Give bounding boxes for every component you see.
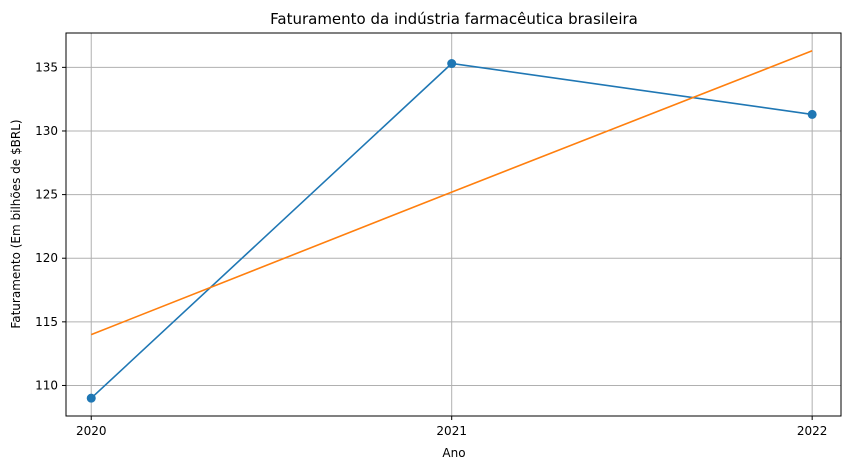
x-axis: 2020 2021 2022 — [76, 416, 827, 438]
data-point — [447, 59, 457, 69]
series-layer — [86, 50, 817, 403]
grid — [66, 33, 841, 416]
y-tick-label: 120 — [35, 251, 58, 265]
y-tick-label: 135 — [35, 60, 58, 74]
chart-title: Faturamento da indústria farmacêutica br… — [270, 10, 638, 28]
data-point — [807, 109, 817, 119]
y-tick-label: 115 — [35, 315, 58, 329]
series-line-2 — [90, 50, 813, 336]
y-axis-label: Faturamento (Em bilhões de $BRL) — [9, 119, 23, 328]
data-point — [86, 393, 96, 403]
x-tick-label: 2022 — [797, 424, 828, 438]
plot-frame — [65, 32, 842, 417]
x-axis-label: Ano — [442, 446, 465, 460]
y-tick-label: 125 — [35, 188, 58, 202]
y-tick-label: 130 — [35, 124, 58, 138]
x-tick-label: 2021 — [436, 424, 467, 438]
y-tick-label: 110 — [35, 378, 58, 392]
y-axis: 110 115 120 125 130 135 — [35, 60, 66, 392]
x-tick-label: 2020 — [76, 424, 107, 438]
